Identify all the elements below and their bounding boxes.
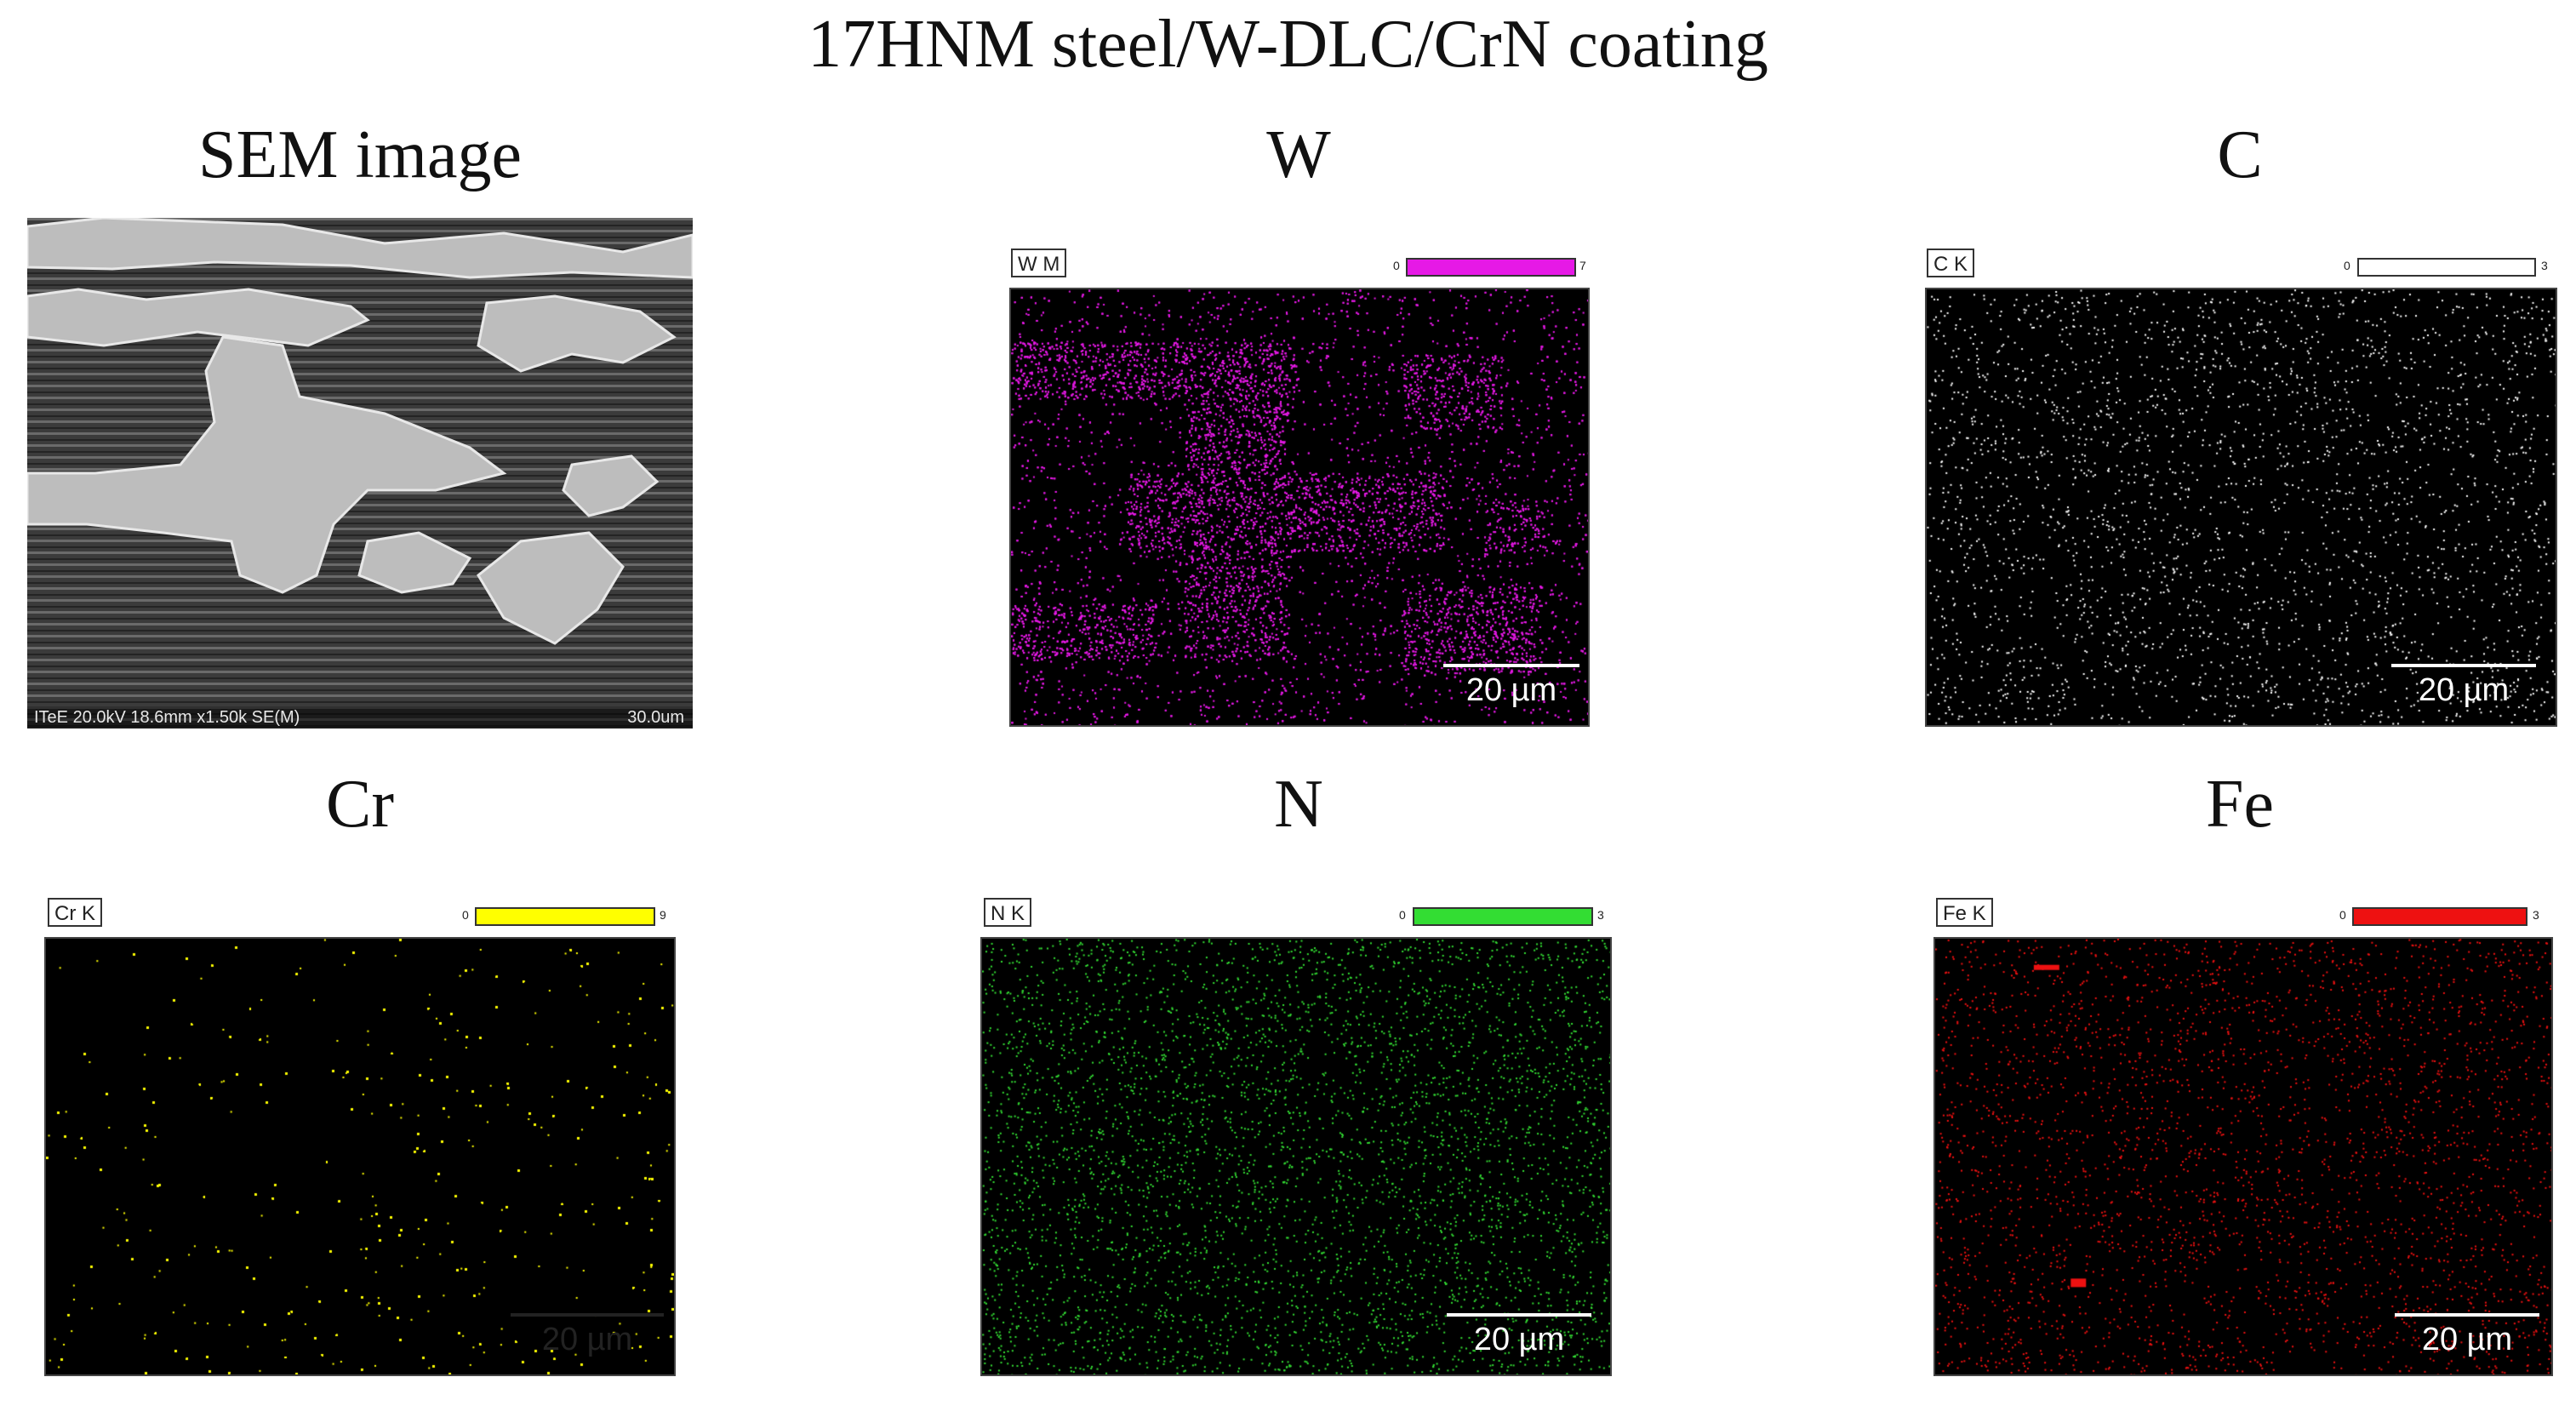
w-colorbar [1406,258,1576,277]
c-map-label: C K [1927,249,1975,277]
sem-panel-title: SEM image [198,117,522,192]
cr-colorbar [475,907,655,926]
n-panel-title: N [1274,767,1323,842]
sem-info-text: ITeE 20.0kV 18.6mm x1.50k SE(M) [34,708,300,727]
sem-info-bar: ITeE 20.0kV 18.6mm x1.50k SE(M) 30.0um [27,706,693,728]
w-cbar-min: 0 [1393,259,1400,272]
cr-map-canvas [46,939,674,1374]
fe-map-label: Fe K [1936,898,1993,927]
n-cbar-max: 3 [1597,908,1604,922]
fe-map-canvas [1935,939,2551,1374]
c-element-map: 20 µm [1925,288,2557,727]
c-cbar-max: 3 [2541,259,2548,272]
w-scalebar: 20 µm [1443,664,1579,709]
fe-colorbar [2352,907,2527,926]
fe-cbar-max: 3 [2533,908,2539,922]
fe-cbar-min: 0 [2339,908,2346,922]
c-map-canvas [1927,289,2556,725]
n-cbar-min: 0 [1399,908,1406,922]
n-colorbar [1413,907,1593,926]
w-cbar-max: 7 [1579,259,1586,272]
n-map-canvas [982,939,1610,1374]
w-scale-text: 20 µm [1465,672,1557,708]
w-map-label: W M [1011,249,1067,277]
sem-scale-text: 30.0um [627,708,684,727]
figure-title: 17HNM steel/W-DLC/CrN coating [808,7,1768,82]
cr-panel-title: Cr [326,767,394,842]
fe-scale-text: 20 µm [2421,1322,2513,1357]
w-map-canvas [1011,289,1588,725]
w-element-map: 20 µm [1009,288,1590,727]
c-scalebar: 20 µm [2391,664,2536,709]
cr-scalebar: 20 µm [511,1313,664,1358]
cr-cbar-min: 0 [462,908,469,922]
cr-element-map: 20 µm [44,937,676,1376]
n-element-map: 20 µm [980,937,1612,1376]
w-panel-title: W [1266,117,1331,192]
n-map-label: N K [984,898,1032,927]
cr-cbar-max: 9 [660,908,666,922]
c-cbar-min: 0 [2344,259,2350,272]
c-colorbar [2357,258,2536,277]
fe-element-map: 20 µm [1933,937,2553,1376]
cr-scale-text: 20 µm [541,1322,633,1357]
fe-scalebar: 20 µm [2395,1313,2539,1358]
sem-texture [27,218,693,728]
cr-map-label: Cr K [48,898,102,927]
n-scalebar: 20 µm [1447,1313,1591,1358]
fe-panel-title: Fe [2206,767,2274,842]
c-scale-text: 20 µm [2418,672,2510,708]
c-panel-title: C [2217,117,2263,192]
n-scale-text: 20 µm [1473,1322,1565,1357]
sem-image: ITeE 20.0kV 18.6mm x1.50k SE(M) 30.0um [27,218,693,728]
